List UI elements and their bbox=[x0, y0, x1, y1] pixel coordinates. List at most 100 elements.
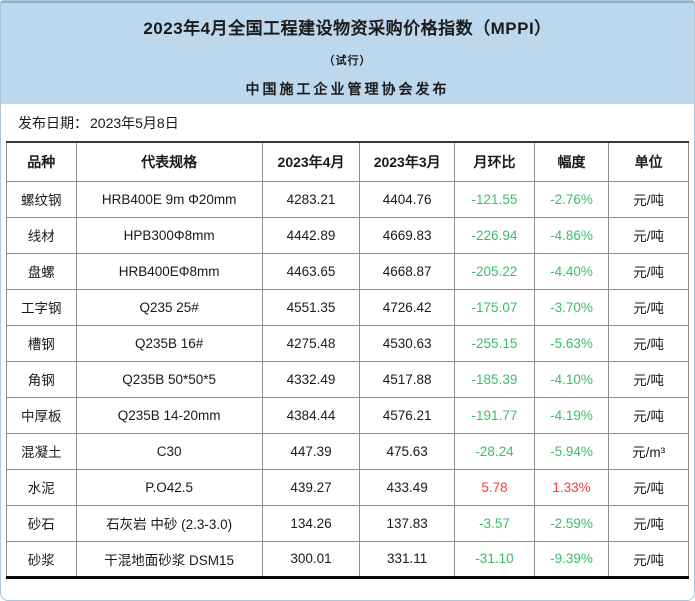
cell-apr: 4275.48 bbox=[261, 324, 361, 362]
cell-mom: 5.78 bbox=[454, 468, 535, 506]
cell-apr: 4283.21 bbox=[261, 180, 361, 218]
table-header-row: 品种 代表规格 2023年4月 2023年3月 月环比 幅度 单位 bbox=[6, 141, 689, 182]
cell-unit: 元/吨 bbox=[608, 216, 689, 254]
cell-pct: -3.70% bbox=[533, 288, 610, 326]
cell-spec: 石灰岩 中砂 (2.3-3.0) bbox=[75, 504, 263, 542]
cell-unit: 元/吨 bbox=[608, 468, 689, 506]
title-banner: 2023年4月全国工程建设物资采购价格指数（MPPI） （试行） 中国施工企业管… bbox=[1, 1, 694, 104]
cell-mom: -255.15 bbox=[454, 324, 535, 362]
cell-apr: 134.26 bbox=[261, 504, 361, 542]
cell-pct: -4.86% bbox=[533, 216, 610, 254]
table-row: 槽钢 Q235B 16# 4275.48 4530.63 -255.15 -5.63% 元/… bbox=[6, 324, 689, 362]
cell-apr: 447.39 bbox=[261, 432, 361, 470]
cell-mar: 4404.76 bbox=[359, 180, 456, 218]
cell-name: 螺纹钢 bbox=[6, 180, 77, 218]
cell-name: 砂浆 bbox=[6, 540, 77, 578]
cell-mar: 433.49 bbox=[359, 468, 456, 506]
cell-unit: 元/吨 bbox=[608, 360, 689, 398]
cell-name: 线材 bbox=[6, 216, 77, 254]
cell-unit: 元/吨 bbox=[608, 540, 689, 578]
cell-apr: 4332.49 bbox=[261, 360, 361, 398]
table-row: 工字钢 Q235 25# 4551.35 4726.42 -175.07 -3.70% 元/… bbox=[6, 288, 689, 326]
cell-spec: Q235B 16# bbox=[75, 324, 263, 362]
col-header-unit: 单位 bbox=[608, 141, 689, 182]
table-row: 线材 HPB300Φ8mm 4442.89 4669.83 -226.94 -4.86% 元… bbox=[6, 216, 689, 254]
cell-mom: -121.55 bbox=[454, 180, 535, 218]
cell-name: 角钢 bbox=[6, 360, 77, 398]
col-header-april: 2023年4月 bbox=[261, 141, 361, 182]
table-row: 砂浆 干混地面砂浆 DSM15 300.01 331.11 -31.10 -9.39% 元/… bbox=[6, 540, 689, 578]
table-row: 中厚板 Q235B 14-20mm 4384.44 4576.21 -191.77 -4.… bbox=[6, 396, 689, 434]
cell-unit: 元/吨 bbox=[608, 252, 689, 290]
cell-name: 中厚板 bbox=[6, 396, 77, 434]
cell-name: 砂石 bbox=[6, 504, 77, 542]
cell-mom: -226.94 bbox=[454, 216, 535, 254]
cell-spec: P.O42.5 bbox=[75, 468, 263, 506]
table-row: 盘螺 HRB400EΦ8mm 4463.65 4668.87 -205.22 -4.40%… bbox=[6, 252, 689, 290]
cell-mar: 137.83 bbox=[359, 504, 456, 542]
release-date-label: 发布日期： bbox=[18, 114, 88, 131]
cell-apr: 439.27 bbox=[261, 468, 361, 506]
table-header: 品种 代表规格 2023年4月 2023年3月 月环比 幅度 单位 bbox=[6, 141, 689, 182]
cell-mar: 4530.63 bbox=[359, 324, 456, 362]
table-row: 混凝土 C30 447.39 475.63 -28.24 -5.94% 元/m³ bbox=[6, 432, 689, 470]
page-subtitle: （试行） bbox=[323, 55, 372, 67]
cell-name: 槽钢 bbox=[6, 324, 77, 362]
table-row: 水泥 P.O42.5 439.27 433.49 5.78 1.33% 元/吨 bbox=[6, 468, 689, 506]
cell-mar: 4669.83 bbox=[359, 216, 456, 254]
cell-apr: 4463.65 bbox=[261, 252, 361, 290]
col-header-pct-change: 幅度 bbox=[533, 141, 610, 182]
cell-mar: 4726.42 bbox=[359, 288, 456, 326]
col-header-march: 2023年3月 bbox=[359, 141, 456, 182]
cell-mar: 4668.87 bbox=[359, 252, 456, 290]
cell-mar: 331.11 bbox=[359, 540, 456, 578]
cell-pct: -5.63% bbox=[533, 324, 610, 362]
table-row: 螺纹钢 HRB400E 9m Φ20mm 4283.21 4404.76 -121.55… bbox=[6, 180, 689, 218]
cell-spec: Q235B 14-20mm bbox=[75, 396, 263, 434]
cell-name: 盘螺 bbox=[6, 252, 77, 290]
cell-mar: 475.63 bbox=[359, 432, 456, 470]
cell-spec: C30 bbox=[75, 432, 263, 470]
cell-mom: -3.57 bbox=[454, 504, 535, 542]
cell-spec: HRB400E 9m Φ20mm bbox=[75, 180, 263, 218]
table-row: 角钢 Q235B 50*50*5 4332.49 4517.88 -185.39 -4.1… bbox=[6, 360, 689, 398]
cell-mom: -185.39 bbox=[454, 360, 535, 398]
cell-mom: -175.07 bbox=[454, 288, 535, 326]
cell-mom: -191.77 bbox=[454, 396, 535, 434]
col-header-mom-change: 月环比 bbox=[454, 141, 535, 182]
cell-pct: -4.40% bbox=[533, 252, 610, 290]
col-header-spec: 代表规格 bbox=[75, 141, 263, 182]
page-title: 2023年4月全国工程建设物资采购价格指数（MPPI） bbox=[143, 19, 552, 38]
cell-unit: 元/吨 bbox=[608, 180, 689, 218]
cell-pct: -4.19% bbox=[533, 396, 610, 434]
cell-spec: HRB400EΦ8mm bbox=[75, 252, 263, 290]
cell-apr: 4384.44 bbox=[261, 396, 361, 434]
table-row: 砂石 石灰岩 中砂 (2.3-3.0) 134.26 137.83 -3.57 -2.59… bbox=[6, 504, 689, 542]
cell-mom: -205.22 bbox=[454, 252, 535, 290]
cell-unit: 元/吨 bbox=[608, 288, 689, 326]
cell-pct: 1.33% bbox=[533, 468, 610, 506]
cell-apr: 4442.89 bbox=[261, 216, 361, 254]
cell-apr: 300.01 bbox=[261, 540, 361, 578]
cell-spec: HPB300Φ8mm bbox=[75, 216, 263, 254]
cell-mom: -28.24 bbox=[454, 432, 535, 470]
cell-pct: -4.10% bbox=[533, 360, 610, 398]
release-date-value: 2023年5月8日 bbox=[90, 114, 179, 131]
col-header-variety: 品种 bbox=[6, 141, 77, 182]
cell-mom: -31.10 bbox=[454, 540, 535, 578]
cell-pct: -5.94% bbox=[533, 432, 610, 470]
cell-pct: -9.39% bbox=[533, 540, 610, 578]
cell-unit: 元/m³ bbox=[608, 432, 689, 470]
cell-spec: Q235B 50*50*5 bbox=[75, 360, 263, 398]
cell-mar: 4517.88 bbox=[359, 360, 456, 398]
price-index-table: 品种 代表规格 2023年4月 2023年3月 月环比 幅度 单位 螺纹钢 HRB… bbox=[6, 141, 689, 579]
table-body: 螺纹钢 HRB400E 9m Φ20mm 4283.21 4404.76 -121.55… bbox=[6, 180, 689, 578]
release-date-row: 发布日期： 2023年5月8日 bbox=[1, 104, 694, 141]
cell-unit: 元/吨 bbox=[608, 396, 689, 434]
cell-spec: 干混地面砂浆 DSM15 bbox=[75, 540, 263, 578]
publisher-line: 中国施工企业管理协会发布 bbox=[245, 83, 450, 98]
cell-name: 混凝土 bbox=[6, 432, 77, 470]
cell-spec: Q235 25# bbox=[75, 288, 263, 326]
cell-pct: -2.76% bbox=[533, 180, 610, 218]
